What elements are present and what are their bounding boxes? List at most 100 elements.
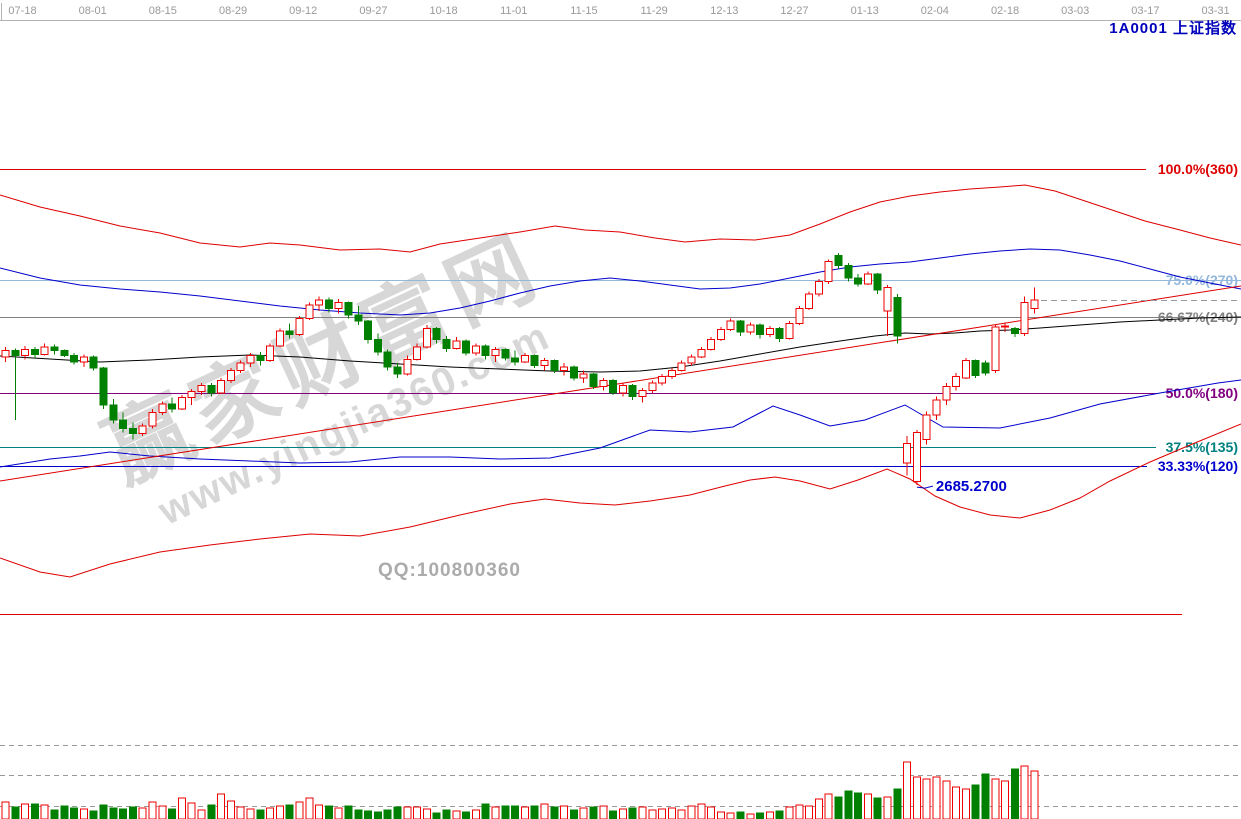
- candle-body: [560, 366, 569, 372]
- volume-bar: [569, 809, 578, 819]
- candle-body: [197, 384, 206, 393]
- date-label: 08-15: [149, 5, 177, 17]
- candle-body: [187, 391, 196, 399]
- volume-bar: [511, 805, 520, 819]
- volume-bar: [452, 810, 461, 819]
- date-label: 03-17: [1131, 5, 1159, 17]
- candle-body: [119, 419, 128, 430]
- lower-band-blue: [0, 379, 1241, 468]
- volume-bar: [1001, 780, 1010, 819]
- candle-body: [726, 320, 735, 331]
- candle-body: [991, 326, 1000, 372]
- candle-body: [383, 351, 392, 368]
- candle-body: [736, 320, 745, 333]
- volume-bar: [236, 806, 245, 819]
- volume-bar: [89, 810, 98, 819]
- volume-bar: [315, 804, 324, 819]
- candle-body: [707, 339, 716, 350]
- candle-body: [981, 362, 990, 374]
- candle-body: [324, 299, 333, 310]
- volume-bar: [873, 797, 882, 819]
- candle-body: [609, 379, 618, 394]
- volume-bar: [648, 809, 657, 819]
- volume-bar: [903, 761, 912, 819]
- candle-body: [834, 255, 843, 266]
- candle-body: [648, 382, 657, 391]
- fib-level-label: 37.5%(135): [1166, 439, 1238, 455]
- candle-body: [30, 348, 39, 355]
- candle-body: [756, 324, 765, 336]
- candle-body: [540, 360, 549, 367]
- volume-bar: [589, 806, 598, 819]
- volume-bar: [422, 808, 431, 819]
- date-label: 12-13: [710, 5, 738, 17]
- candle-body: [1010, 327, 1019, 334]
- date-label: 11-01: [500, 5, 527, 17]
- volume-bar: [40, 804, 49, 819]
- volume-bar: [462, 811, 471, 819]
- candle-body: [746, 324, 755, 333]
- candle-body: [765, 327, 774, 336]
- volume-bar: [138, 807, 147, 819]
- volume-bar: [736, 811, 745, 819]
- volume-bar: [364, 810, 373, 819]
- candle-body: [128, 428, 137, 435]
- volume-bar: [197, 809, 206, 819]
- candle-body: [79, 356, 88, 363]
- date-label: 08-01: [79, 5, 107, 17]
- candle-body: [217, 379, 226, 394]
- volume-bar: [501, 805, 510, 819]
- volume-bar: [354, 809, 363, 819]
- candle-body: [393, 366, 402, 375]
- volume-bar: [667, 807, 676, 819]
- candle-body: [334, 302, 343, 310]
- candle-body: [354, 314, 363, 322]
- volume-bar: [795, 804, 804, 819]
- volume-bar: [305, 797, 314, 819]
- candle-body: [315, 299, 324, 306]
- candle-body: [60, 350, 69, 357]
- volume-bar: [481, 803, 490, 819]
- candle-body: [618, 384, 627, 394]
- volume-bar: [1, 801, 10, 819]
- volume-bar: [756, 812, 765, 819]
- candle-body: [21, 348, 30, 357]
- volume-bar: [912, 776, 921, 819]
- candle-body: [148, 412, 157, 427]
- volume-bar: [638, 806, 647, 819]
- candle-body: [638, 389, 647, 397]
- date-label: 01-13: [851, 5, 879, 17]
- volume-bar: [883, 796, 892, 819]
- volume-bar: [618, 808, 627, 819]
- volume-bar: [21, 803, 30, 819]
- candle-body: [873, 273, 882, 291]
- candle-body: [256, 355, 265, 362]
- volume-bar: [844, 790, 853, 819]
- candle-body: [422, 327, 431, 348]
- volume-bar: [922, 778, 931, 819]
- candle-body: [403, 358, 412, 375]
- volume-bar: [726, 812, 735, 819]
- candle-body: [1020, 302, 1029, 334]
- instrument-title: 1A0001 上证指数: [1109, 20, 1237, 37]
- volume-bar: [893, 788, 902, 819]
- date-label: 02-18: [991, 5, 1019, 17]
- fib-level-label: 33.33%(120): [1158, 458, 1238, 474]
- volume-bar: [373, 811, 382, 819]
- candle-body: [922, 414, 931, 441]
- candle-body: [961, 360, 970, 379]
- candle-body: [226, 370, 235, 381]
- candle-body: [1001, 325, 1010, 328]
- volume-bar: [432, 812, 441, 819]
- candle-body: [912, 431, 921, 483]
- candle-body: [109, 404, 118, 421]
- volume-bar: [952, 786, 961, 819]
- candle-body: [687, 356, 696, 364]
- candle-body: [863, 273, 872, 285]
- volume-bar: [687, 805, 696, 819]
- volume-bar: [824, 793, 833, 819]
- candle-body: [462, 340, 471, 354]
- volume-bar: [217, 793, 226, 819]
